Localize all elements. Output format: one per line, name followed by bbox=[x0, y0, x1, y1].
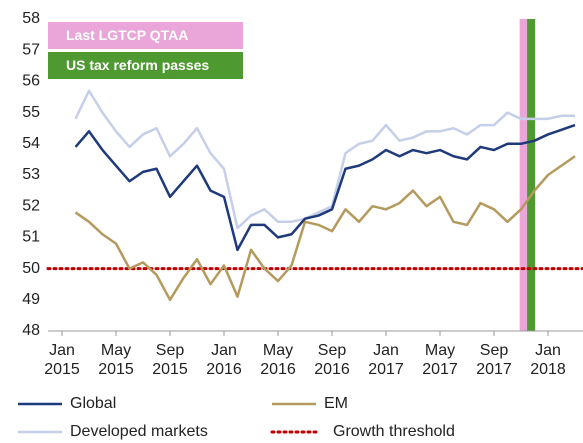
series-line bbox=[74, 155, 576, 302]
legend-label: EM bbox=[324, 395, 348, 412]
event-band bbox=[519, 19, 528, 331]
series-line bbox=[74, 89, 575, 230]
x-tick-label: Jan 2017 bbox=[368, 342, 404, 378]
legend-label: Global bbox=[70, 395, 116, 412]
x-tick-label: Sep 2017 bbox=[476, 342, 512, 378]
x-tick-label: May 2017 bbox=[422, 342, 458, 378]
y-tick-label: 50 bbox=[22, 260, 40, 277]
x-tick-label: May 2016 bbox=[260, 342, 296, 378]
event-band bbox=[527, 19, 536, 331]
annotation-label: Last LGTCP QTAA bbox=[48, 22, 243, 49]
x-tick-label: Jan 2018 bbox=[530, 342, 566, 378]
y-tick-label: 48 bbox=[22, 322, 40, 339]
legend-label: Growth threshold bbox=[333, 423, 455, 440]
y-tick-label: 49 bbox=[22, 291, 40, 308]
series-line bbox=[74, 123, 576, 252]
y-tick-label: 55 bbox=[22, 104, 40, 121]
x-tick-label: Jan 2015 bbox=[44, 342, 80, 378]
x-tick-label: May 2015 bbox=[98, 342, 134, 378]
x-tick-label: Sep 2016 bbox=[314, 342, 350, 378]
y-tick-label: 54 bbox=[22, 135, 40, 152]
y-tick-label: 58 bbox=[22, 10, 40, 27]
x-tick-label: Sep 2015 bbox=[152, 342, 188, 378]
y-tick-label: 52 bbox=[22, 197, 40, 214]
y-tick-label: 57 bbox=[22, 41, 40, 58]
y-tick-label: 56 bbox=[22, 73, 40, 90]
annotation-label: US tax reform passes bbox=[48, 52, 243, 79]
y-tick-label: 53 bbox=[22, 166, 40, 183]
x-tick-label: Jan 2016 bbox=[206, 342, 242, 378]
y-tick-label: 51 bbox=[22, 229, 40, 246]
legend-label: Developed markets bbox=[70, 423, 208, 440]
